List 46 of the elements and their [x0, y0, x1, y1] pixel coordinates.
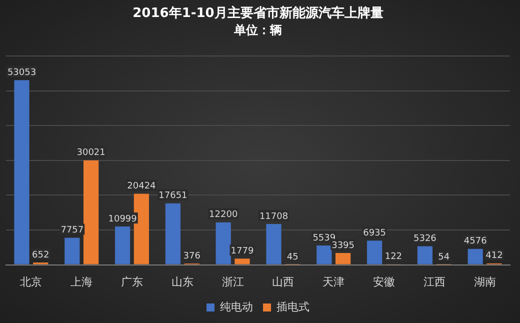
data-label: 20424 — [127, 182, 156, 192]
data-label: 6935 — [363, 228, 386, 239]
chart-subtitle: 单位：辆 — [233, 22, 282, 37]
data-label: 1779 — [230, 246, 254, 256]
x-tick-label: 湖南 — [474, 275, 496, 288]
legend-label: 插电式 — [276, 300, 310, 314]
bar — [83, 160, 99, 264]
data-label: 376 — [183, 251, 201, 262]
bar — [316, 246, 332, 264]
data-label: 17651 — [158, 191, 188, 202]
data-label: 11708 — [259, 212, 288, 222]
bar — [266, 224, 282, 264]
bar — [335, 252, 351, 264]
data-label: 54 — [438, 252, 450, 262]
data-label: 10999 — [108, 214, 138, 224]
x-tick-label: 天津 — [322, 275, 345, 288]
bar — [14, 80, 30, 264]
data-label: 412 — [486, 251, 503, 262]
bar — [114, 226, 130, 264]
x-tick-label: 浙江 — [222, 275, 244, 288]
bar — [216, 222, 231, 264]
x-tick-label: 安徽 — [373, 275, 395, 288]
bar — [468, 248, 483, 264]
bar — [165, 203, 181, 264]
bar — [417, 246, 433, 264]
x-tick-label: 江西 — [423, 275, 446, 288]
x-tick-label: 山西 — [272, 275, 294, 288]
data-label: 12200 — [209, 210, 238, 220]
bar — [366, 240, 382, 264]
data-label: 122 — [384, 252, 402, 262]
x-tick-label: 上海 — [70, 275, 93, 288]
data-label: 652 — [32, 250, 50, 260]
x-tick-label: 北京 — [20, 275, 42, 288]
x-tick-label: 广东 — [121, 275, 143, 288]
data-label: 4576 — [464, 236, 488, 247]
bar — [234, 258, 250, 264]
bar — [64, 238, 80, 264]
data-label: 45 — [286, 252, 298, 262]
chart-title: 2016年1-10月主要省市新能源汽车上牌量 — [132, 5, 384, 22]
data-label: 7757 — [60, 226, 84, 236]
legend-label: 纯电动 — [220, 300, 253, 314]
x-tick-label: 山东 — [171, 275, 194, 288]
data-label: 30021 — [76, 148, 106, 158]
data-label: 53053 — [7, 68, 36, 78]
data-label: 3395 — [332, 240, 355, 251]
data-label: 5326 — [413, 234, 437, 244]
